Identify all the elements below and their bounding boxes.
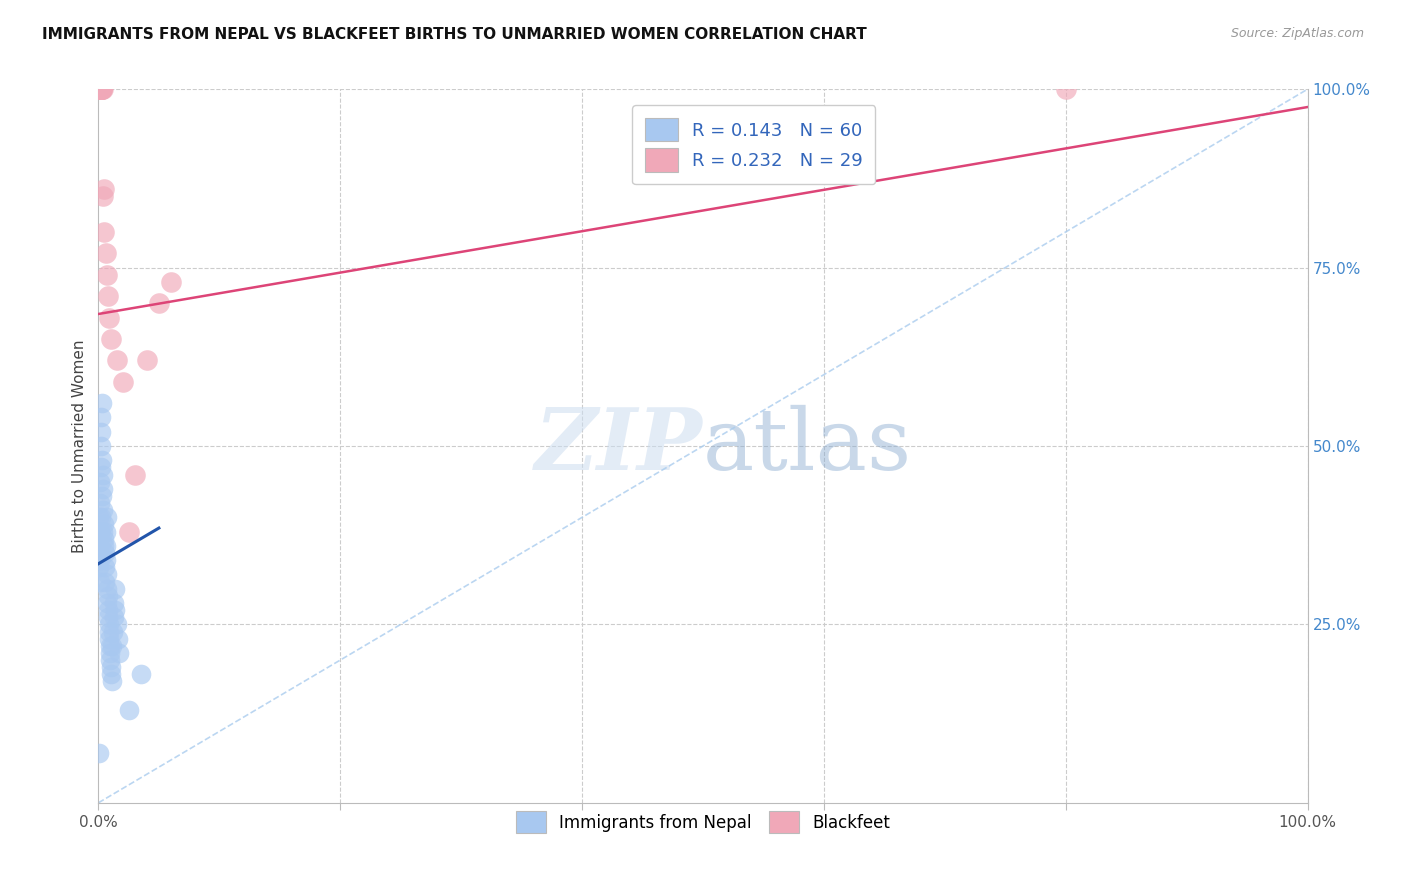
Point bbox=[89, 539, 111, 553]
Text: Source: ZipAtlas.com: Source: ZipAtlas.com bbox=[1230, 27, 1364, 40]
Point bbox=[100, 667, 122, 681]
Point bbox=[87, 82, 110, 96]
Point bbox=[96, 268, 118, 282]
Point bbox=[93, 546, 115, 560]
Text: atlas: atlas bbox=[703, 404, 912, 488]
Point bbox=[89, 524, 111, 539]
Point bbox=[91, 82, 114, 96]
Point bbox=[89, 496, 111, 510]
Point bbox=[89, 82, 111, 96]
Point bbox=[89, 82, 111, 96]
Point bbox=[103, 610, 125, 624]
Point bbox=[1054, 82, 1077, 96]
Point bbox=[90, 82, 112, 96]
Legend: Immigrants from Nepal, Blackfeet: Immigrants from Nepal, Blackfeet bbox=[505, 799, 901, 845]
Point bbox=[160, 275, 183, 289]
Point bbox=[93, 225, 115, 239]
Point bbox=[90, 439, 112, 453]
Point bbox=[87, 546, 110, 560]
Point bbox=[87, 532, 110, 546]
Text: ZIP: ZIP bbox=[536, 404, 703, 488]
Point bbox=[97, 610, 120, 624]
Point bbox=[96, 524, 118, 539]
Point bbox=[89, 560, 111, 574]
Point bbox=[91, 482, 114, 496]
Point bbox=[97, 617, 120, 632]
Point bbox=[98, 310, 121, 325]
Point bbox=[89, 82, 111, 96]
Point bbox=[90, 510, 112, 524]
Point bbox=[98, 646, 121, 660]
Point bbox=[90, 82, 112, 96]
Point bbox=[91, 453, 114, 467]
Point bbox=[93, 182, 115, 196]
Point bbox=[103, 596, 125, 610]
Point bbox=[90, 425, 112, 439]
Point bbox=[97, 589, 120, 603]
Point bbox=[96, 567, 118, 582]
Point bbox=[91, 82, 114, 96]
Point bbox=[98, 624, 121, 639]
Point bbox=[105, 617, 128, 632]
Point bbox=[91, 467, 114, 482]
Point bbox=[104, 603, 127, 617]
Point bbox=[89, 746, 111, 760]
Point bbox=[94, 560, 117, 574]
Y-axis label: Births to Unmarried Women: Births to Unmarried Women bbox=[72, 339, 87, 553]
Point bbox=[100, 660, 122, 674]
Point bbox=[93, 539, 115, 553]
Point bbox=[94, 539, 117, 553]
Point bbox=[91, 489, 114, 503]
Point bbox=[90, 460, 112, 475]
Point bbox=[90, 82, 112, 96]
Point bbox=[107, 632, 129, 646]
Point bbox=[91, 189, 114, 203]
Point bbox=[94, 574, 117, 589]
Point bbox=[108, 646, 131, 660]
Point bbox=[100, 674, 122, 689]
Point bbox=[97, 603, 120, 617]
Point bbox=[93, 532, 115, 546]
Point bbox=[111, 375, 134, 389]
Point bbox=[93, 517, 115, 532]
Point bbox=[97, 289, 120, 303]
Point bbox=[93, 524, 115, 539]
Text: IMMIGRANTS FROM NEPAL VS BLACKFEET BIRTHS TO UNMARRIED WOMEN CORRELATION CHART: IMMIGRANTS FROM NEPAL VS BLACKFEET BIRTH… bbox=[42, 27, 868, 42]
Point bbox=[105, 353, 128, 368]
Point bbox=[98, 653, 121, 667]
Point bbox=[91, 82, 114, 96]
Point bbox=[89, 553, 111, 567]
Point bbox=[94, 553, 117, 567]
Point bbox=[90, 410, 112, 425]
Point bbox=[98, 639, 121, 653]
Point bbox=[124, 467, 146, 482]
Point bbox=[90, 82, 112, 96]
Point bbox=[101, 624, 124, 639]
Point bbox=[96, 582, 118, 596]
Point bbox=[94, 246, 117, 260]
Point bbox=[89, 82, 111, 96]
Point bbox=[129, 667, 152, 681]
Point bbox=[98, 632, 121, 646]
Point bbox=[148, 296, 170, 310]
Point bbox=[96, 510, 118, 524]
Point bbox=[101, 639, 124, 653]
Point bbox=[135, 353, 157, 368]
Point bbox=[90, 396, 112, 410]
Point bbox=[96, 596, 118, 610]
Point bbox=[104, 582, 127, 596]
Point bbox=[100, 332, 122, 346]
Point bbox=[89, 524, 111, 539]
Point bbox=[90, 82, 112, 96]
Point bbox=[89, 475, 111, 489]
Point bbox=[118, 703, 141, 717]
Point bbox=[89, 510, 111, 524]
Point bbox=[89, 574, 111, 589]
Point bbox=[118, 524, 141, 539]
Point bbox=[91, 503, 114, 517]
